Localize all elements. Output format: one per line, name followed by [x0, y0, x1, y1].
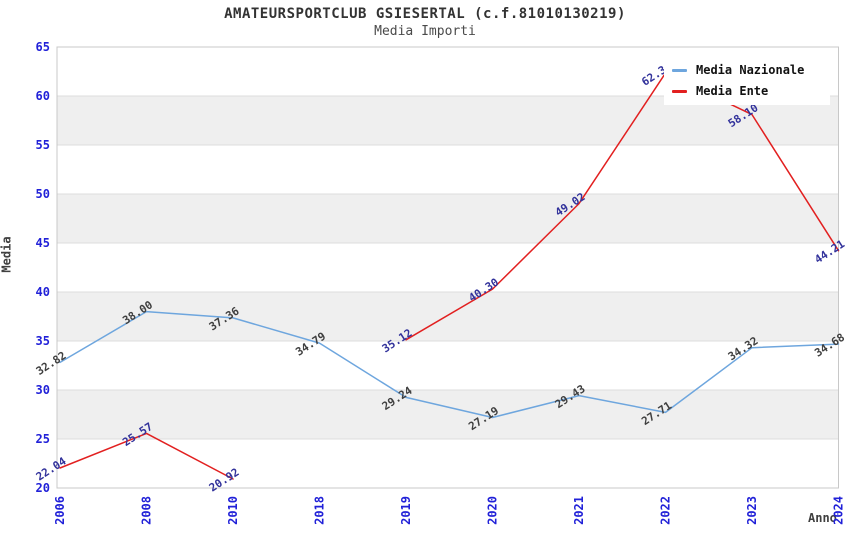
x-tick-label: 2019 [399, 496, 413, 525]
y-tick-label: 35 [36, 334, 50, 348]
y-tick-label: 20 [36, 481, 50, 495]
chart-title: AMATEURSPORTCLUB GSIESERTAL (c.f.8101013… [224, 6, 626, 22]
chart-subtitle: Media Importi [374, 24, 476, 39]
y-tick-label: 65 [36, 40, 50, 54]
x-tick-label: 2024 [832, 496, 846, 525]
series-line-media-ente [59, 432, 234, 480]
data-label: 32.82 [34, 349, 69, 378]
x-tick-label: 2006 [53, 496, 67, 525]
plot-band [57, 390, 839, 439]
y-tick-label: 50 [36, 187, 50, 201]
y-tick-label: 25 [36, 432, 50, 446]
series-line-media-nazionale [59, 310, 840, 419]
y-tick-label: 60 [36, 89, 50, 103]
media-ente-line-swatch [672, 89, 687, 93]
plot-band [57, 194, 839, 243]
legend: Media Nazionale Media Ente [664, 57, 830, 105]
y-tick-label: 55 [36, 138, 50, 152]
plot-border [56, 46, 839, 489]
x-axis-title: Anno [808, 511, 837, 525]
legend-item-media-nazionale: Media Nazionale [672, 63, 822, 77]
x-tick-label: 2021 [572, 496, 586, 525]
data-label: 22.04 [34, 454, 69, 483]
legend-label-media-nazionale: Media Nazionale [696, 63, 805, 77]
y-tick-label: 30 [36, 383, 50, 397]
y-tick-label: 40 [36, 285, 50, 299]
x-tick-label: 2008 [140, 496, 154, 525]
series-line-media-ente [405, 72, 840, 341]
plot-band [57, 292, 839, 341]
x-tick-label: 2010 [226, 496, 240, 525]
legend-label-media-ente: Media Ente [696, 84, 769, 98]
y-tick-label: 45 [36, 236, 50, 250]
x-tick-label: 2023 [745, 496, 759, 525]
x-tick-label: 2018 [313, 496, 327, 525]
data-label: 20.92 [207, 466, 242, 495]
x-tick-label: 2020 [486, 496, 500, 525]
media-nazionale-line-swatch [672, 68, 687, 72]
x-tick-label: 2022 [659, 496, 673, 525]
legend-item-media-ente: Media Ente [672, 84, 822, 98]
